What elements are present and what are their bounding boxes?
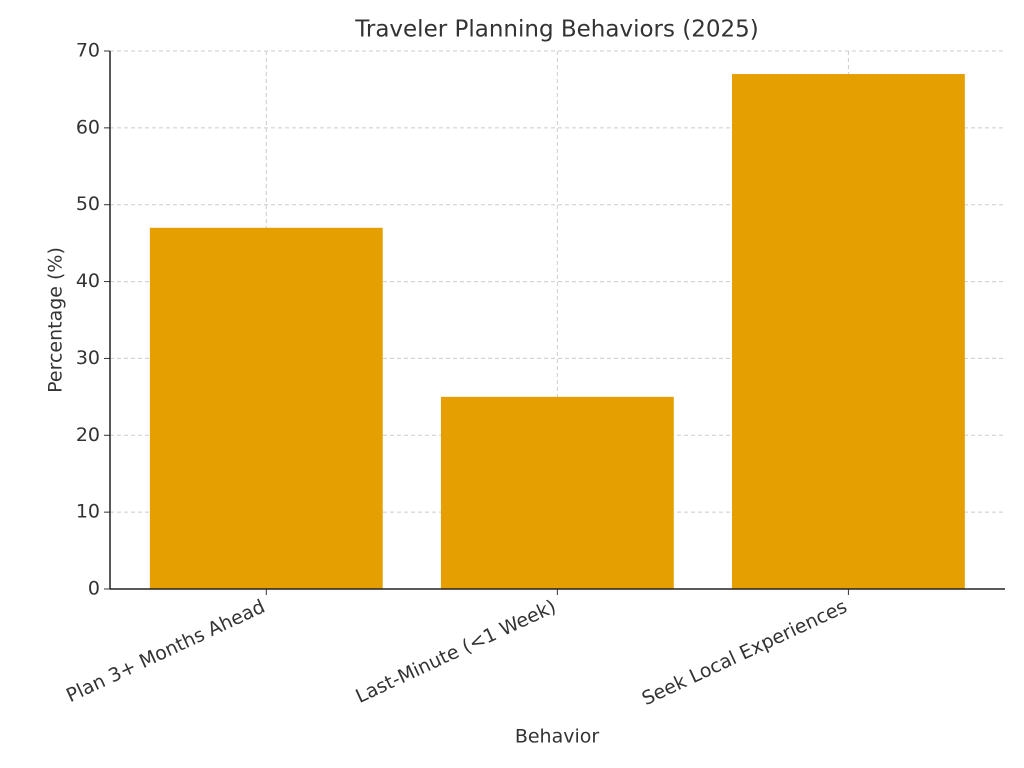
y-tick-label: 30 [76,347,100,369]
y-tick-label: 50 [76,193,100,215]
y-tick-label: 70 [76,40,100,62]
y-tick-label: 60 [76,116,100,138]
x-axis-label: Behavior [515,726,600,748]
x-tick-label: Plan 3+ Months Ahead [63,596,268,707]
bar [149,227,383,589]
y-tick-label: 10 [76,501,100,523]
x-tick-label: Seek Local Experiences [639,596,851,710]
y-tick-label: 40 [76,270,100,292]
bar [440,396,674,589]
y-tick-label: 0 [88,578,100,600]
chart-title: Traveler Planning Behaviors (2025) [354,17,759,43]
y-axis-label: Percentage (%) [45,247,67,393]
x-tick-label: Last-Minute (<1 Week) [352,596,559,708]
bar [731,74,965,590]
y-tick-label: 20 [76,424,100,446]
